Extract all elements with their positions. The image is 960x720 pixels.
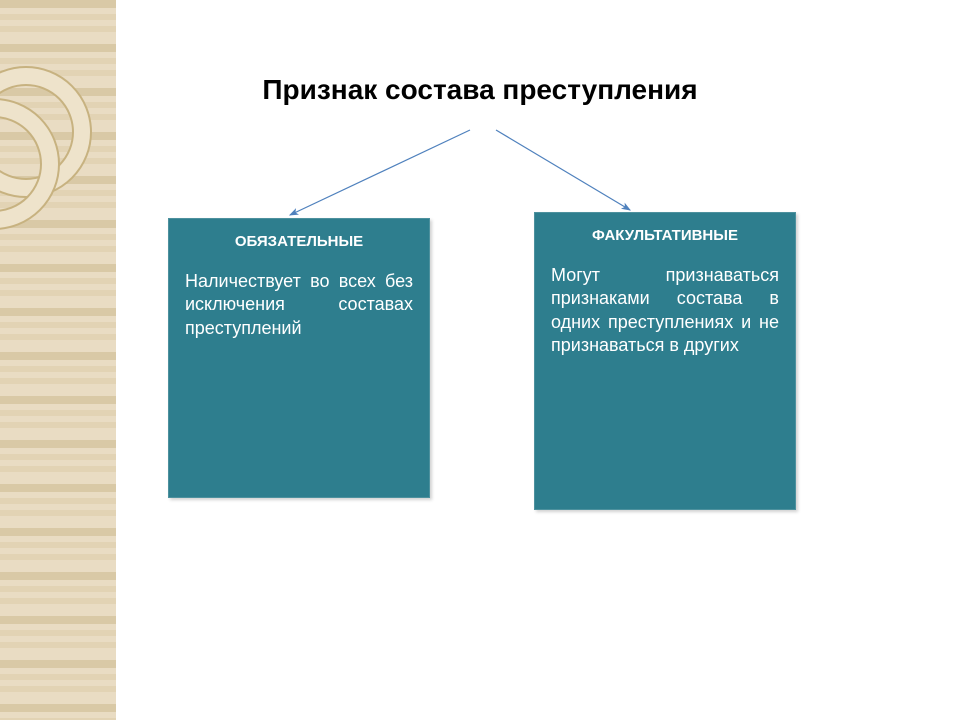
box-mandatory: ОБЯЗАТЕЛЬНЫЕ Наличествует во всех без ис… [168, 218, 430, 498]
box-mandatory-header: ОБЯЗАТЕЛЬНЫЕ [185, 233, 413, 250]
box-optional-header: ФАКУЛЬТАТИВНЫЕ [551, 227, 779, 244]
box-optional: ФАКУЛЬТАТИВНЫЕ Могут признаваться призна… [534, 212, 796, 510]
slide: Признак состава преступления ОБЯЗАТЕЛЬНЫ… [0, 0, 960, 720]
box-optional-body: Могут признаваться признаками состава в … [551, 264, 779, 358]
box-mandatory-body: Наличествует во всех без исключения сост… [185, 270, 413, 340]
arrow-left [290, 130, 470, 215]
arrows-layer [0, 0, 960, 720]
arrow-right [496, 130, 630, 210]
